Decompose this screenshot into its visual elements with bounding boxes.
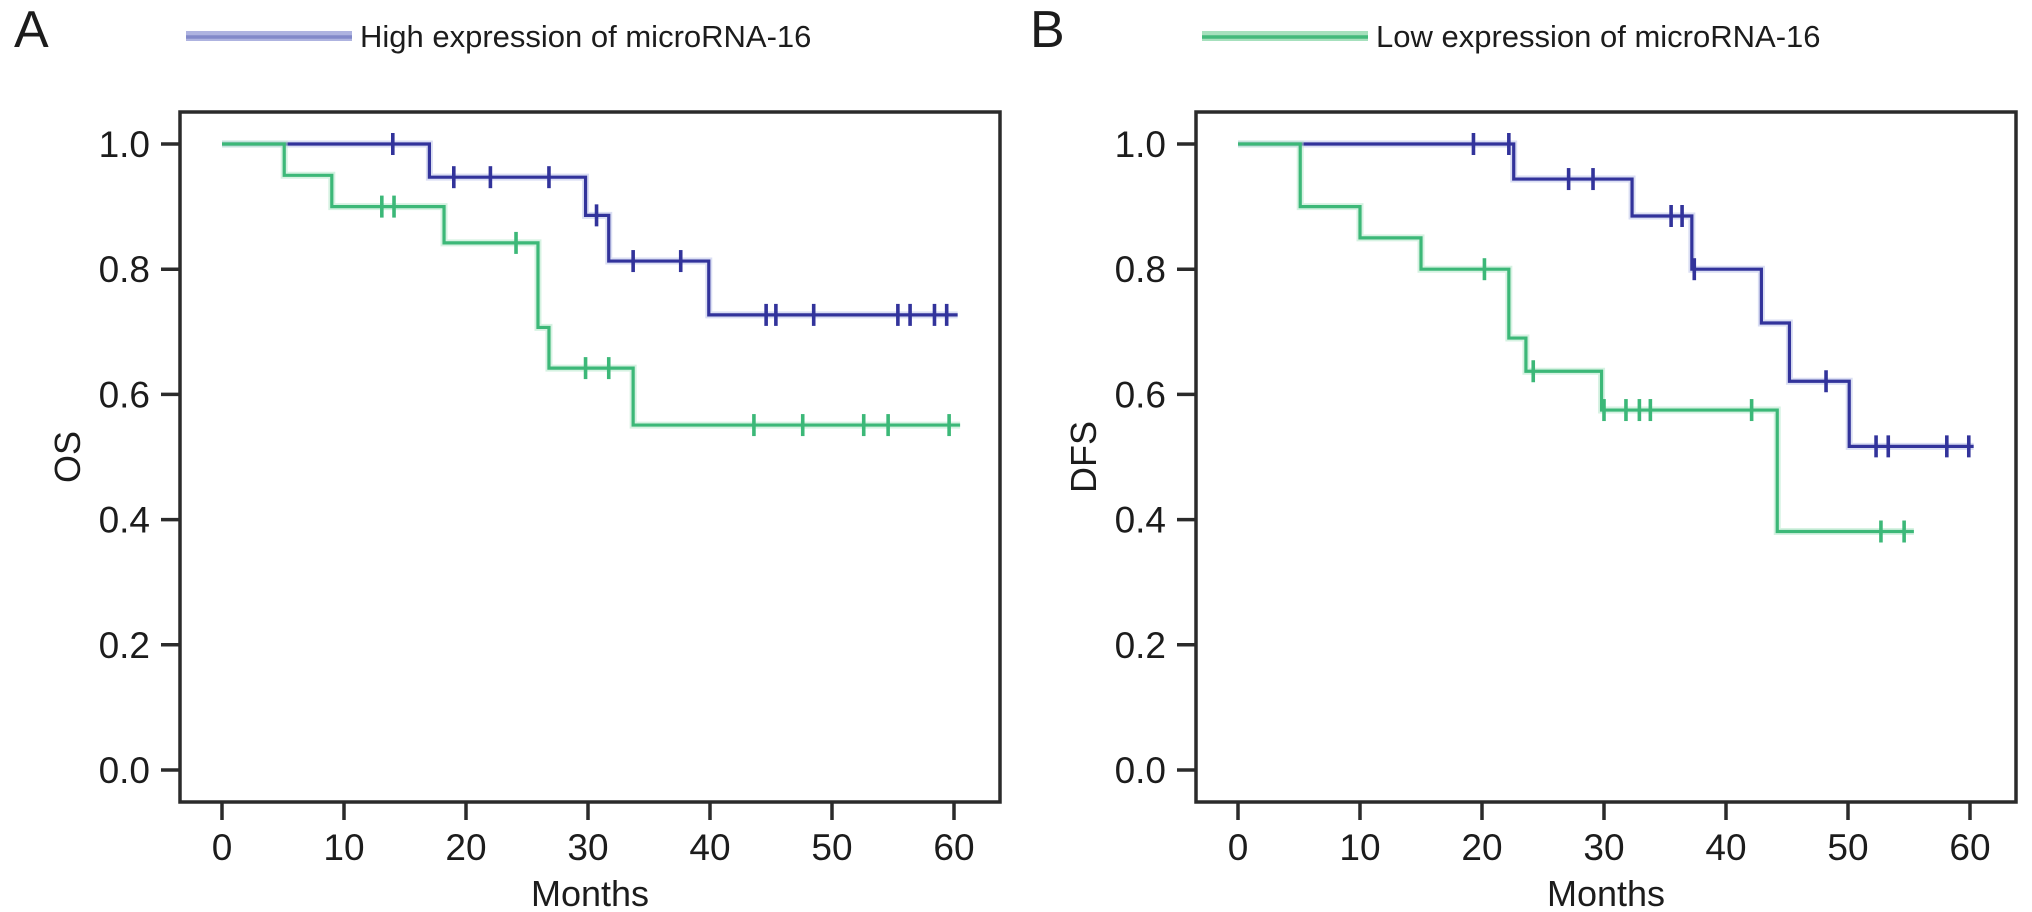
x-tick-label: 60 bbox=[1949, 827, 1990, 868]
y-tick-label: 1.0 bbox=[99, 124, 150, 165]
x-tick-label: 30 bbox=[1583, 827, 1624, 868]
panel-a: A High expression of microRNA-16 0 10 20 30 4… bbox=[14, 1, 1002, 912]
y-tick-label: 0.2 bbox=[99, 625, 150, 666]
x-axis-title: Months bbox=[1547, 873, 1665, 912]
km-curve-high bbox=[222, 142, 958, 317]
plot-frame bbox=[1194, 110, 2018, 804]
km-curve-halo-high bbox=[1238, 140, 1974, 450]
y-tick-label: 1.0 bbox=[1115, 124, 1166, 165]
x-tick-label: 10 bbox=[1339, 827, 1380, 868]
plot-frame bbox=[178, 110, 1002, 804]
x-tick-label: 30 bbox=[567, 827, 608, 868]
y-tick-label: 0.2 bbox=[1115, 625, 1166, 666]
x-tick-label: 20 bbox=[445, 827, 486, 868]
x-tick-label: 40 bbox=[1705, 827, 1746, 868]
x-tick-label: 60 bbox=[933, 827, 974, 868]
km-curve-low bbox=[1238, 142, 1914, 534]
y-tick-label: 0.8 bbox=[1115, 249, 1166, 290]
y-axis-title: OS bbox=[47, 431, 88, 483]
x-tick-label: 50 bbox=[1827, 827, 1868, 868]
x-axis-title: Months bbox=[531, 873, 649, 912]
km-curve-halo-low bbox=[1238, 140, 1914, 535]
x-tick-label: 10 bbox=[323, 827, 364, 868]
y-tick-label: 0.4 bbox=[1115, 500, 1166, 541]
panel-a-letter: A bbox=[14, 1, 49, 59]
panel-b-letter: B bbox=[1030, 1, 1065, 59]
y-tick-label: 0.4 bbox=[99, 500, 150, 541]
y-axis-title: DFS bbox=[1063, 421, 1104, 493]
y-tick-label: 0.0 bbox=[99, 750, 150, 791]
panel-b: B Low expression of microRNA-16 0 10 20 30 40… bbox=[1016, 0, 2032, 912]
km-curve-halo-high bbox=[222, 140, 958, 319]
km-chart-os: High expression of microRNA-16 0 10 20 30 40 5… bbox=[47, 19, 1002, 912]
y-tick-label: 0.8 bbox=[99, 249, 150, 290]
x-tick-label: 50 bbox=[811, 827, 852, 868]
y-tick-label: 0.0 bbox=[1115, 750, 1166, 791]
x-tick-label: 40 bbox=[689, 827, 730, 868]
x-tick-label: 0 bbox=[1228, 827, 1249, 868]
km-curve-high bbox=[1238, 142, 1974, 448]
legend-label: Low expression of microRNA-16 bbox=[1376, 19, 1821, 54]
x-tick-label: 0 bbox=[212, 827, 233, 868]
km-chart-dfs: Low expression of microRNA-16 0 10 20 30 40 50… bbox=[1063, 19, 2018, 912]
km-curve-low bbox=[222, 142, 961, 427]
legend-label: High expression of microRNA-16 bbox=[360, 19, 811, 54]
x-tick-label: 20 bbox=[1461, 827, 1502, 868]
y-tick-label: 0.6 bbox=[1115, 374, 1166, 415]
y-tick-label: 0.6 bbox=[99, 374, 150, 415]
